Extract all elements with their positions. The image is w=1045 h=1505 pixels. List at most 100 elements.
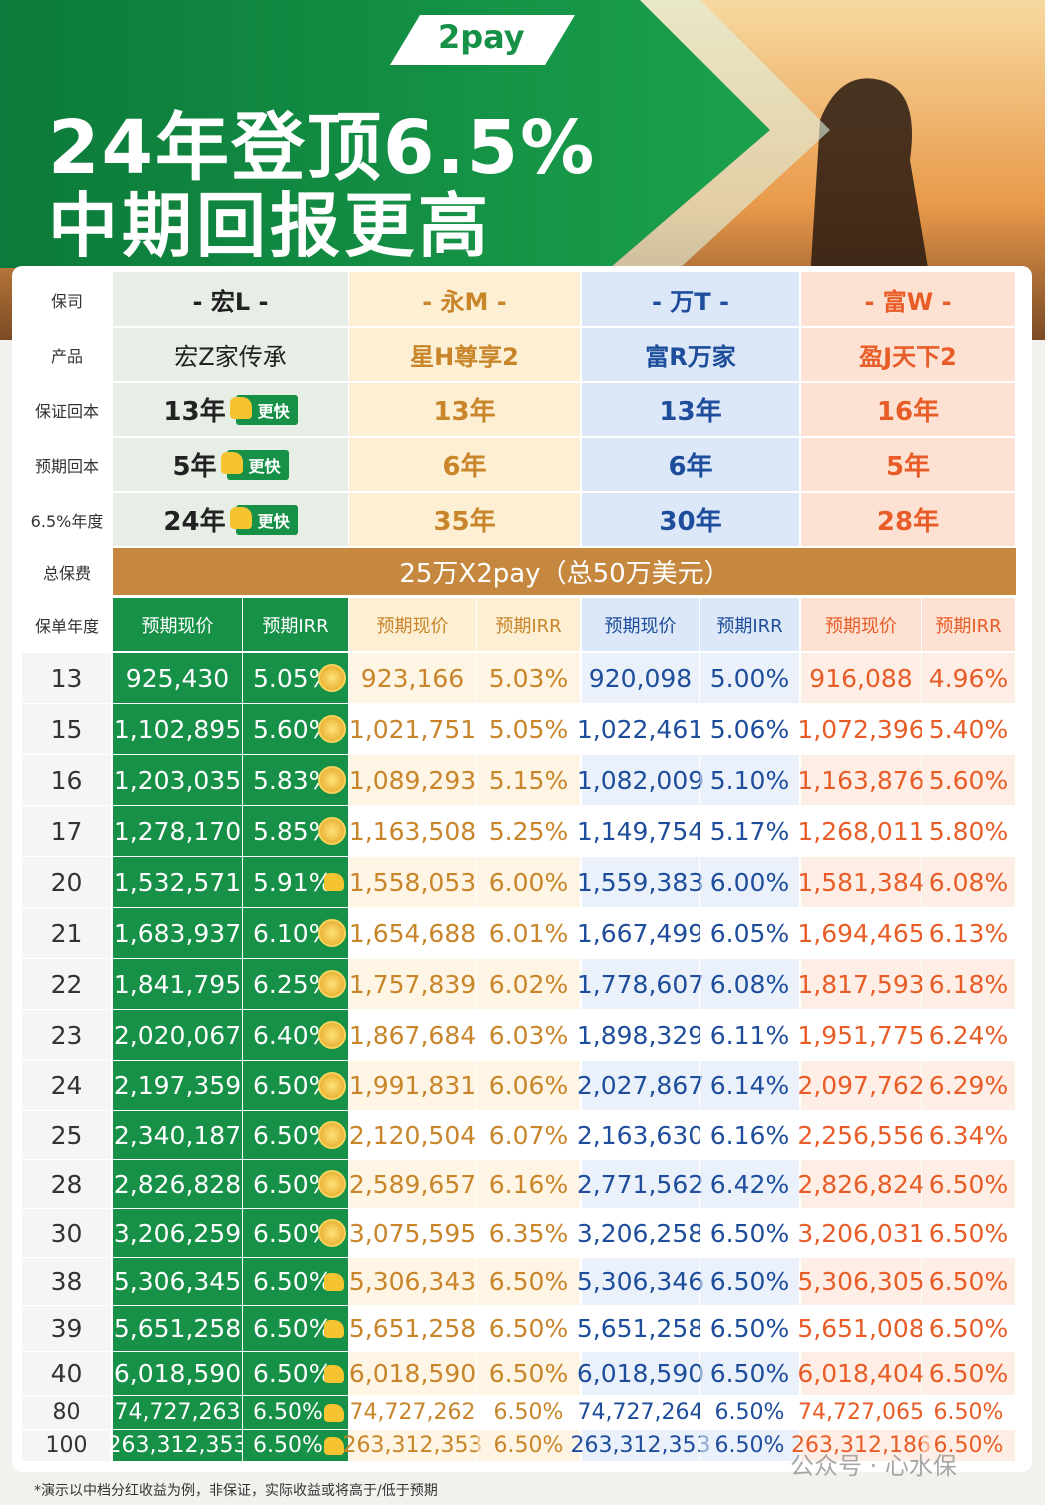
header-cell: 6年 bbox=[349, 438, 580, 491]
table-cell: 2,097,762 bbox=[797, 1061, 925, 1110]
table-cell: 5.15% bbox=[477, 755, 580, 805]
table-cell: 5.25% bbox=[477, 806, 580, 856]
medal-icon bbox=[318, 1219, 346, 1247]
table-cell: 4.96% bbox=[922, 653, 1015, 703]
title-line: 24年登顶6.5% bbox=[48, 105, 597, 191]
table-cell: 6.50% bbox=[700, 1209, 799, 1257]
table-cell: 2,120,504 bbox=[349, 1111, 476, 1159]
table-cell: 3,206,259 bbox=[113, 1209, 242, 1257]
policy-year: 30 bbox=[22, 1209, 111, 1257]
table-cell: 5.91% bbox=[243, 857, 348, 907]
table-cell: 6.50% bbox=[922, 1352, 1015, 1395]
table-cell: 5.03% bbox=[477, 653, 580, 703]
header-text: 35年 bbox=[433, 507, 496, 537]
table-cell: 6.50% bbox=[700, 1430, 799, 1461]
table-cell: 2,589,657 bbox=[349, 1160, 476, 1208]
table-cell: 1,102,895 bbox=[113, 704, 242, 754]
table-cell: 1,268,011 bbox=[797, 806, 925, 856]
table-cell: 6.00% bbox=[700, 857, 799, 907]
header-cell: 28年 bbox=[801, 493, 1015, 546]
header-cell: 13年 更快 bbox=[113, 383, 348, 436]
medal-icon bbox=[318, 970, 346, 998]
header-text: - 宏L - bbox=[192, 287, 269, 316]
table-cell: 6.16% bbox=[477, 1160, 580, 1208]
table-cell: 2,020,067 bbox=[113, 1010, 242, 1060]
policy-year: 15 bbox=[22, 704, 111, 754]
table-cell: 6.29% bbox=[922, 1061, 1015, 1110]
policy-year: 25 bbox=[22, 1111, 111, 1159]
row-label: 保证回本 bbox=[34, 402, 99, 421]
table-cell: 6.14% bbox=[700, 1061, 799, 1110]
table-cell: 6.05% bbox=[700, 908, 799, 958]
thumb-icon bbox=[220, 451, 243, 474]
header-cell: 富R万家 bbox=[582, 328, 799, 381]
table-cell: 5.60% bbox=[922, 755, 1015, 805]
table-cell: 6.50% bbox=[243, 1258, 348, 1305]
table-cell: 2,826,828 bbox=[113, 1160, 242, 1208]
header-text: 30年 bbox=[659, 507, 722, 537]
policy-year: 80 bbox=[22, 1396, 111, 1429]
table-cell: 6.06% bbox=[477, 1061, 580, 1110]
medal-icon bbox=[318, 766, 346, 794]
header-cell: 5年 更快 bbox=[113, 438, 348, 491]
header-text: 星H尊享2 bbox=[410, 343, 519, 371]
table-cell: 923,166 bbox=[349, 653, 476, 703]
table-cell: 2,340,187 bbox=[113, 1111, 242, 1159]
table-cell: 1,841,795 bbox=[113, 959, 242, 1009]
title-line: 中期回报更高 bbox=[48, 185, 492, 267]
table-cell: 3,075,595 bbox=[349, 1209, 476, 1257]
watermark: 公众号 · 心水保 bbox=[790, 1452, 957, 1480]
table-cell: 6.50% bbox=[477, 1258, 580, 1305]
column-header: 预期IRR bbox=[243, 598, 348, 651]
table-cell: 6.01% bbox=[477, 908, 580, 958]
policy-year: 24 bbox=[22, 1061, 111, 1110]
table-cell: 916,088 bbox=[801, 653, 921, 703]
thumb-icon bbox=[324, 1272, 344, 1291]
table-cell: 5,306,346 bbox=[577, 1258, 704, 1305]
table-cell: 1,951,775 bbox=[797, 1010, 925, 1060]
table-cell: 6.35% bbox=[477, 1209, 580, 1257]
table-cell: 1,082,009 bbox=[577, 755, 704, 805]
table-cell: 3,206,031 bbox=[797, 1209, 925, 1257]
header-cell: 5年 bbox=[801, 438, 1015, 491]
header-text: 24年 bbox=[163, 507, 226, 537]
table-cell: 6.50% bbox=[243, 1352, 348, 1395]
header-cell: 13年 bbox=[582, 383, 799, 436]
medal-icon bbox=[318, 715, 346, 743]
table-cell: 5.17% bbox=[700, 806, 799, 856]
policy-year: 17 bbox=[22, 806, 111, 856]
thumb-icon bbox=[324, 1364, 344, 1383]
header-cell: 星H尊享2 bbox=[349, 328, 580, 381]
table-cell: 6,018,590 bbox=[113, 1352, 242, 1395]
table-cell: 6.50% bbox=[922, 1306, 1015, 1351]
table-cell: 6.50% bbox=[922, 1430, 1015, 1461]
table-cell: 2,027,867 bbox=[577, 1061, 704, 1110]
table-cell: 1,757,839 bbox=[349, 959, 476, 1009]
row-label: 总保费 bbox=[42, 564, 91, 583]
table-cell: 6.50% bbox=[477, 1306, 580, 1351]
table-cell: 1,559,383 bbox=[577, 857, 704, 907]
header-text: 6年 bbox=[668, 452, 713, 482]
table-cell: 263,312,353 bbox=[343, 1430, 482, 1461]
header-cell: - 宏L - bbox=[113, 272, 348, 326]
header-cell: 16年 bbox=[801, 383, 1015, 436]
table-cell: 1,022,461 bbox=[577, 704, 704, 754]
table-cell: 6,018,590 bbox=[349, 1352, 476, 1395]
header-text: 富R万家 bbox=[645, 343, 736, 371]
thumb-icon bbox=[324, 1436, 344, 1455]
faster-tag: 更快 bbox=[229, 504, 298, 535]
table-cell: 6.16% bbox=[700, 1111, 799, 1159]
table-cell: 5,651,008 bbox=[797, 1306, 925, 1351]
table-cell: 6.50% bbox=[243, 1306, 348, 1351]
header-text: 6年 bbox=[442, 452, 487, 482]
table-cell: 6.50% bbox=[922, 1396, 1015, 1429]
table-cell: 5,651,258 bbox=[349, 1306, 476, 1351]
table-cell: 1,667,499 bbox=[577, 908, 704, 958]
table-cell: 1,558,053 bbox=[349, 857, 476, 907]
table-cell: 74,727,065 bbox=[798, 1396, 924, 1429]
header-cell: 6年 bbox=[582, 438, 799, 491]
header-cell: 30年 bbox=[582, 493, 799, 546]
medal-icon bbox=[318, 1021, 346, 1049]
header-cell: 宏Z家传承 bbox=[113, 328, 348, 381]
